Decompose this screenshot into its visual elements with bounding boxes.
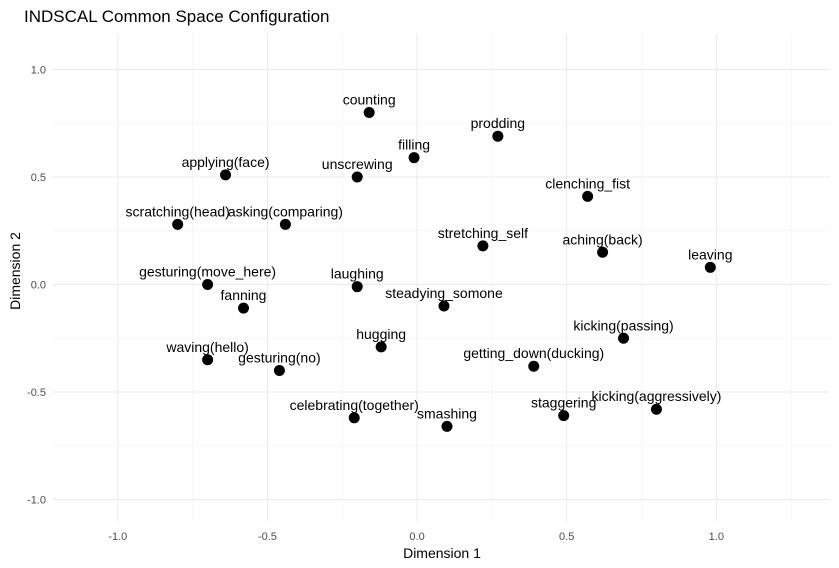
x-tick-label: -1.0: [108, 531, 127, 543]
data-point-label: unscrewing: [322, 156, 393, 172]
y-tick-label: 0.5: [31, 172, 46, 184]
data-point: [202, 279, 214, 291]
data-point: [618, 332, 630, 344]
data-point-label: hugging: [356, 326, 406, 342]
data-point-label: kicking(aggressively): [591, 388, 721, 404]
x-tick-label: 1.0: [709, 531, 724, 543]
data-point-label: leaving: [688, 246, 732, 262]
data-point: [528, 360, 540, 372]
data-point-label: applying(face): [182, 154, 270, 170]
data-point: [348, 412, 360, 424]
y-tick-label: -1.0: [27, 495, 46, 507]
data-point: [477, 240, 489, 252]
data-point-label: getting_down(ducking): [463, 345, 604, 361]
data-point: [650, 403, 662, 415]
data-point: [441, 420, 453, 432]
data-point: [273, 365, 285, 377]
y-tick-label: 0.0: [31, 280, 46, 292]
data-point-label: prodding: [471, 115, 526, 131]
y-axis-title: Dimension 2: [7, 232, 23, 310]
data-point: [279, 218, 291, 230]
y-tick-label: 1.0: [31, 65, 46, 77]
data-point-label: kicking(passing): [573, 317, 673, 333]
data-point-label: smashing: [417, 405, 477, 421]
data-point-label: steadying_somone: [385, 285, 503, 301]
data-point: [375, 341, 387, 353]
data-point: [438, 300, 450, 312]
data-point: [704, 261, 716, 273]
data-point-label: laughing: [331, 266, 384, 282]
data-point-label: gesturing(move_here): [139, 264, 276, 280]
x-tick-label: 0.5: [559, 531, 574, 543]
data-point-label: staggering: [531, 395, 596, 411]
data-point: [408, 152, 420, 164]
grid: [52, 33, 830, 521]
data-point-label: scratching(head): [126, 203, 230, 219]
data-points: [172, 107, 716, 432]
data-point-label: waving(hello): [165, 339, 248, 355]
data-point-label: gesturing(no): [238, 350, 321, 366]
data-point-label: filling: [398, 137, 430, 153]
data-point: [172, 218, 184, 230]
data-point: [351, 281, 363, 293]
data-point-label: celebrating(together): [290, 397, 419, 413]
data-point: [492, 130, 504, 142]
x-axis-title: Dimension 1: [403, 545, 481, 561]
data-point: [597, 246, 609, 258]
data-point-label: asking(comparing): [228, 203, 343, 219]
x-tick-label: -0.5: [258, 531, 277, 543]
data-point: [363, 107, 375, 119]
data-point-label: stretching_self: [438, 225, 528, 241]
data-point: [558, 410, 570, 422]
y-axis-ticks: -1.0 -0.5 0.0 0.5 1.0: [27, 65, 46, 507]
x-tick-label: 0.0: [409, 531, 424, 543]
y-tick-label: -0.5: [27, 387, 46, 399]
data-point-label: counting: [343, 92, 396, 108]
data-point: [238, 302, 250, 314]
point-labels: counting prodding filling applying(face) uns…: [126, 92, 733, 422]
chart-title: INDSCAL Common Space Configuration: [24, 7, 330, 26]
data-point: [220, 169, 232, 181]
data-point: [202, 354, 214, 366]
data-point: [582, 190, 594, 202]
x-axis-ticks: -1.0 -0.5 0.0 0.5 1.0: [108, 531, 724, 543]
data-point-label: aching(back): [563, 231, 643, 247]
data-point-label: clenching_fist: [545, 175, 630, 191]
data-point-label: fanning: [221, 287, 267, 303]
data-point: [351, 171, 363, 183]
